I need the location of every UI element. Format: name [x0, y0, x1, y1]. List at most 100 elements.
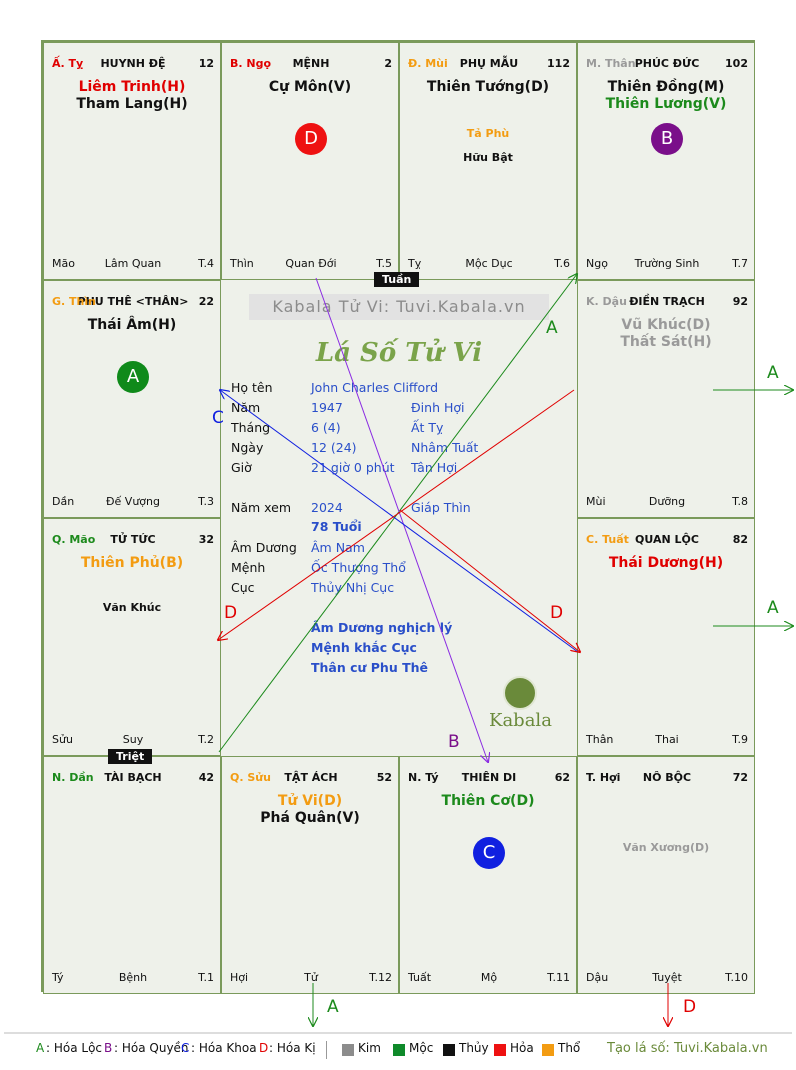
arrow-label-d-right: D — [550, 603, 564, 623]
nam-xem-value: 2024 — [311, 500, 343, 515]
palace-cell[interactable]: PHU THÊ <THÂN> G. Thìn 22 Thái Âm(H) A Đế Vượ… — [43, 280, 221, 518]
footer-branch: Tỵ — [408, 257, 422, 270]
palace-stem: Q. Mão — [52, 533, 96, 546]
center-panel: Kabala Tử Vi: Tuvi.Kabala.vn Lá Số Tử Vi H… — [221, 280, 577, 756]
info-can-chi: Đinh Hợi — [411, 400, 465, 415]
info-label: Tháng — [231, 420, 271, 435]
palace-footer: Suy Sửu T.2 — [52, 733, 214, 747]
element-swatch — [443, 1044, 455, 1056]
major-star: Vũ Khúc(D) — [621, 317, 711, 333]
footer-branch: Sửu — [52, 733, 73, 746]
arrow-label-d-left: D — [224, 603, 238, 623]
palace-number: 92 — [732, 295, 748, 308]
palace-name: HUYNH ĐỆ — [100, 57, 166, 70]
element-swatch — [393, 1044, 405, 1056]
palace-cell[interactable]: QUAN LỘC C. Tuất 82 Thái Dương(H) Thai Thân T.… — [577, 518, 755, 756]
palace-name: QUAN LỘC — [635, 533, 699, 546]
legend-key: A — [36, 1041, 45, 1055]
palace-footer: Quan Đới Thìn T.5 — [230, 257, 392, 271]
palace-cell[interactable]: HUYNH ĐỆ Ấ. Tỵ 12 Liêm Trinh(H) Tham Lang(H)… — [43, 42, 221, 280]
info-label: Mệnh — [231, 560, 266, 575]
footer-stage: Tuyệt — [652, 971, 682, 984]
external-label-d1: D — [683, 997, 697, 1017]
info-can-chi: Nhâm Tuất — [411, 440, 479, 455]
palace-name: TẬT ÁCH — [284, 771, 338, 784]
element-name: Thủy — [459, 1041, 489, 1055]
palace-stem: B. Ngọ — [230, 57, 272, 70]
footer-age: T.6 — [554, 257, 570, 270]
major-star: Tử Vi(D) — [277, 793, 343, 809]
footer-branch: Mùi — [586, 495, 606, 508]
footer-age: T.12 — [369, 971, 392, 984]
major-star: Phá Quân(V) — [260, 810, 360, 826]
tuvi-chart: HUYNH ĐỆ Ấ. Tỵ 12 Liêm Trinh(H) Tham Lang(H)… — [41, 40, 755, 994]
footer-age: T.8 — [732, 495, 748, 508]
info-value: Ốc Thượng Thổ — [311, 560, 406, 575]
footer-stage: Dưỡng — [648, 495, 686, 508]
palace-cell[interactable]: ĐIỀN TRẠCH K. Dậu 92 Vũ Khúc(D) Thất Sát(H) D… — [577, 280, 755, 518]
footer-stage: Bệnh — [118, 971, 148, 984]
info-value: 21 giờ 0 phút — [311, 460, 395, 475]
palace-header: PHÚC ĐỨC M. Thân 102 — [586, 57, 748, 73]
legend-text: : Hóa Khoa — [191, 1041, 257, 1055]
palace-header: TỬ TỨC Q. Mão 32 — [52, 533, 214, 549]
footer-stage: Mộc Dục — [465, 257, 513, 270]
credit: Tạo lá số: Tuvi.Kabala.vn — [607, 1041, 768, 1056]
info-value: Âm Nam — [311, 540, 365, 555]
palace-cell[interactable]: PHÚC ĐỨC M. Thân 102 Thiên Đồng(M) Thiên Lươ… — [577, 42, 755, 280]
footer-stage: Lâm Quan — [104, 257, 162, 270]
triet-tag: Triệt — [108, 749, 153, 764]
minor-star: Hữu Bật — [463, 151, 513, 164]
legend-key: B — [104, 1041, 113, 1055]
palace-cell[interactable]: PHỤ MẪU Đ. Mùi 112 Thiên Tướng(D) Tả Phù Hữu … — [399, 42, 577, 280]
palace-stem: G. Thìn — [52, 295, 96, 308]
palace-footer: Dưỡng Mùi T.8 — [586, 495, 748, 509]
palace-cell[interactable]: MỆNH B. Ngọ 2 Cự Môn(V) D Quan Đới Thìn T.5 — [221, 42, 399, 280]
palace-cell[interactable]: THIÊN DI N. Tý 62 Thiên Cơ(D) C Mộ Tuất T.11 — [399, 756, 577, 994]
site-banner: Kabala Tử Vi: Tuvi.Kabala.vn — [249, 294, 549, 320]
palace-cell[interactable]: TÀI BẠCH N. Dần 42 Bệnh Tý T.1 — [43, 756, 221, 994]
footer-branch: Thìn — [230, 257, 254, 270]
major-star: Thất Sát(H) — [620, 334, 712, 350]
palace-cell[interactable]: NÔ BỘC T. Hợi 72 Văn Xương(D) Tuyệt Dậu T.10 — [577, 756, 755, 994]
footer-age: T.7 — [732, 257, 748, 270]
palace-stem: Q. Sửu — [230, 771, 271, 784]
footer-stage: Mộ — [480, 971, 498, 984]
tuan-tag: Tuần — [374, 272, 420, 287]
palace-number: 2 — [384, 57, 392, 70]
major-star: Thiên Lương(V) — [605, 96, 727, 112]
major-star: Liêm Trinh(H) — [78, 79, 186, 95]
palace-number: 82 — [732, 533, 748, 546]
palace-number: 72 — [732, 771, 748, 784]
legend-text: : Hóa Kị — [269, 1041, 316, 1055]
palace-cell[interactable]: TẬT ÁCH Q. Sửu 52 Tử Vi(D) Phá Quân(V) Tử Hợi T… — [221, 756, 399, 994]
palace-stem: M. Thân — [586, 57, 636, 70]
center-title: Lá Số Tử Vi — [315, 338, 483, 368]
palace-name: ĐIỀN TRẠCH — [629, 295, 705, 308]
palace-cell[interactable]: TỬ TỨC Q. Mão 32 Thiên Phủ(B) Văn Khúc Suy Sửu… — [43, 518, 221, 756]
footer-age: T.1 — [198, 971, 214, 984]
footer-branch: Tý — [52, 971, 64, 984]
info-can-chi: Ất Tỵ — [411, 420, 444, 435]
external-label-a2: A — [767, 598, 779, 618]
element-name: Hỏa — [510, 1041, 534, 1055]
palace-footer: Lâm Quan Mão T.4 — [52, 257, 214, 271]
palace-name: PHỤ MẪU — [459, 57, 519, 70]
palace-stem: T. Hợi — [586, 771, 621, 784]
footer-branch: Hợi — [230, 971, 249, 984]
major-star: Thiên Đồng(M) — [607, 79, 725, 95]
info-value: Thủy Nhị Cục — [311, 580, 395, 595]
note: Mệnh khắc Cục — [311, 640, 417, 655]
hoa-circle-a: A — [117, 361, 149, 393]
element-name: Thổ — [558, 1041, 581, 1055]
kabala-logo-text: Kabala — [489, 710, 552, 731]
palace-name: TỬ TỨC — [110, 533, 156, 546]
footer-age: T.11 — [547, 971, 570, 984]
info-value: John Charles Clifford — [311, 380, 439, 395]
info-label: Họ tên — [231, 380, 273, 395]
nam-xem-can-chi: Giáp Thìn — [411, 500, 471, 515]
palace-footer: Thai Thân T.9 — [586, 733, 748, 747]
info-label: Giờ — [231, 460, 252, 475]
palace-header: TÀI BẠCH N. Dần 42 — [52, 771, 214, 787]
footer-stage: Trường Sinh — [634, 257, 700, 270]
